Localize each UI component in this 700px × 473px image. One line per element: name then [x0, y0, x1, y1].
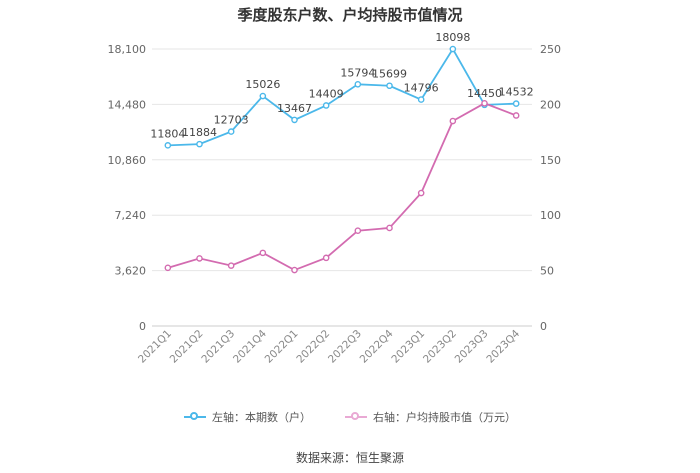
data-point	[196, 140, 203, 148]
data-point	[512, 100, 520, 107]
data-point	[354, 227, 362, 235]
data-label: 14450	[467, 87, 502, 100]
data-point	[322, 102, 330, 109]
legend-label-right-series: 右轴：户均持股市值（万元）	[373, 411, 516, 424]
right-tick-label: 50	[540, 265, 554, 278]
data-point	[417, 189, 425, 197]
data-point	[386, 82, 393, 90]
left-tick-label: 3,620	[115, 265, 147, 278]
series-line	[167, 102, 517, 272]
series-line	[167, 47, 517, 147]
right-tick-label: 250	[540, 43, 561, 56]
data-point	[449, 117, 457, 125]
data-point	[259, 249, 267, 257]
x-tick-label: 2021Q3	[199, 328, 237, 366]
left-axis-ticks: 0 3,620 7,240 10,860 14,480 18,100	[108, 43, 147, 333]
data-label: 14796	[404, 82, 439, 95]
right-tick-label: 200	[540, 98, 561, 111]
x-tick-label: 2023Q1	[389, 328, 427, 366]
data-point	[164, 142, 172, 149]
data-label: 12703	[214, 114, 249, 127]
series-avg-holding-value	[164, 99, 520, 274]
data-point	[259, 92, 267, 100]
data-point	[449, 45, 457, 53]
legend-swatch-pink	[345, 411, 367, 423]
x-tick-label: 2022Q1	[263, 328, 301, 366]
x-tick-label: 2022Q2	[294, 328, 332, 366]
right-axis-ticks: 0 50 100 150 200 250	[540, 43, 561, 333]
data-point	[227, 262, 235, 269]
x-tick-label: 2021Q1	[136, 328, 174, 366]
data-point	[291, 266, 298, 274]
x-tick-label: 2022Q4	[358, 327, 396, 365]
right-tick-label: 150	[540, 154, 561, 167]
data-point	[164, 264, 172, 272]
data-label: 18098	[435, 31, 470, 44]
data-point	[512, 112, 520, 119]
data-point	[354, 80, 362, 88]
legend: 左轴：本期数（户） 右轴：户均持股市值（万元）	[0, 409, 700, 425]
right-tick-label: 100	[540, 209, 561, 222]
chart-title: 季度股东户数、户均持股市值情况	[237, 6, 463, 24]
data-label: 15699	[372, 68, 407, 81]
left-tick-label: 7,240	[115, 209, 147, 222]
legend-item-right-series[interactable]: 右轴：户均持股市值（万元）	[345, 409, 516, 425]
data-point	[196, 255, 203, 262]
left-tick-label: 18,100	[108, 43, 147, 56]
data-point	[386, 224, 393, 232]
data-label: 15026	[245, 78, 280, 91]
data-label: 11804	[150, 127, 185, 140]
left-tick-label: 10,860	[108, 154, 147, 167]
legend-swatch-blue	[184, 411, 206, 423]
data-label: 13467	[277, 102, 312, 115]
data-point	[291, 116, 298, 124]
x-tick-label: 2023Q2	[421, 328, 459, 366]
data-point	[322, 254, 330, 262]
series-layer	[164, 45, 520, 274]
data-label: 11884	[182, 126, 217, 139]
data-point	[417, 96, 425, 103]
data-label: 14409	[309, 87, 344, 100]
x-tick-label: 2023Q3	[453, 328, 491, 366]
left-tick-label: 14,480	[108, 98, 147, 111]
data-point	[227, 128, 235, 135]
x-tick-label: 2022Q3	[326, 328, 364, 366]
left-tick-label: 0	[139, 320, 146, 333]
data-point	[481, 99, 488, 107]
x-tick-label: 2023Q4	[484, 327, 522, 365]
legend-item-left-series[interactable]: 左轴：本期数（户）	[184, 409, 311, 425]
legend-label-left-series: 左轴：本期数（户）	[212, 411, 311, 424]
grid-lines	[152, 48, 532, 327]
right-tick-label: 0	[540, 320, 547, 333]
series-households	[164, 45, 520, 149]
data-label: 14532	[499, 86, 534, 99]
x-tick-label: 2021Q4	[231, 327, 269, 365]
x-tick-label: 2021Q2	[168, 328, 206, 366]
source-note: 数据来源：恒生聚源	[295, 451, 404, 465]
x-axis-ticks: 2021Q12021Q22021Q32021Q42022Q12022Q22022…	[136, 327, 523, 365]
data-label: 15794	[340, 66, 375, 79]
